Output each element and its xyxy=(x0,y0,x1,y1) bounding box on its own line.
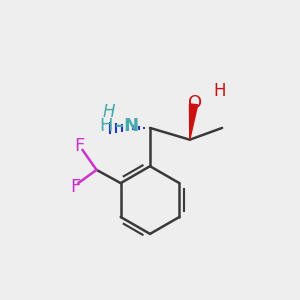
Text: F: F xyxy=(70,178,80,196)
Text: O: O xyxy=(188,94,202,112)
Text: –N: –N xyxy=(115,117,139,135)
Text: F: F xyxy=(74,137,85,155)
Polygon shape xyxy=(190,104,198,140)
Text: H: H xyxy=(103,103,115,121)
Text: H: H xyxy=(100,117,113,135)
Text: H: H xyxy=(213,82,225,100)
